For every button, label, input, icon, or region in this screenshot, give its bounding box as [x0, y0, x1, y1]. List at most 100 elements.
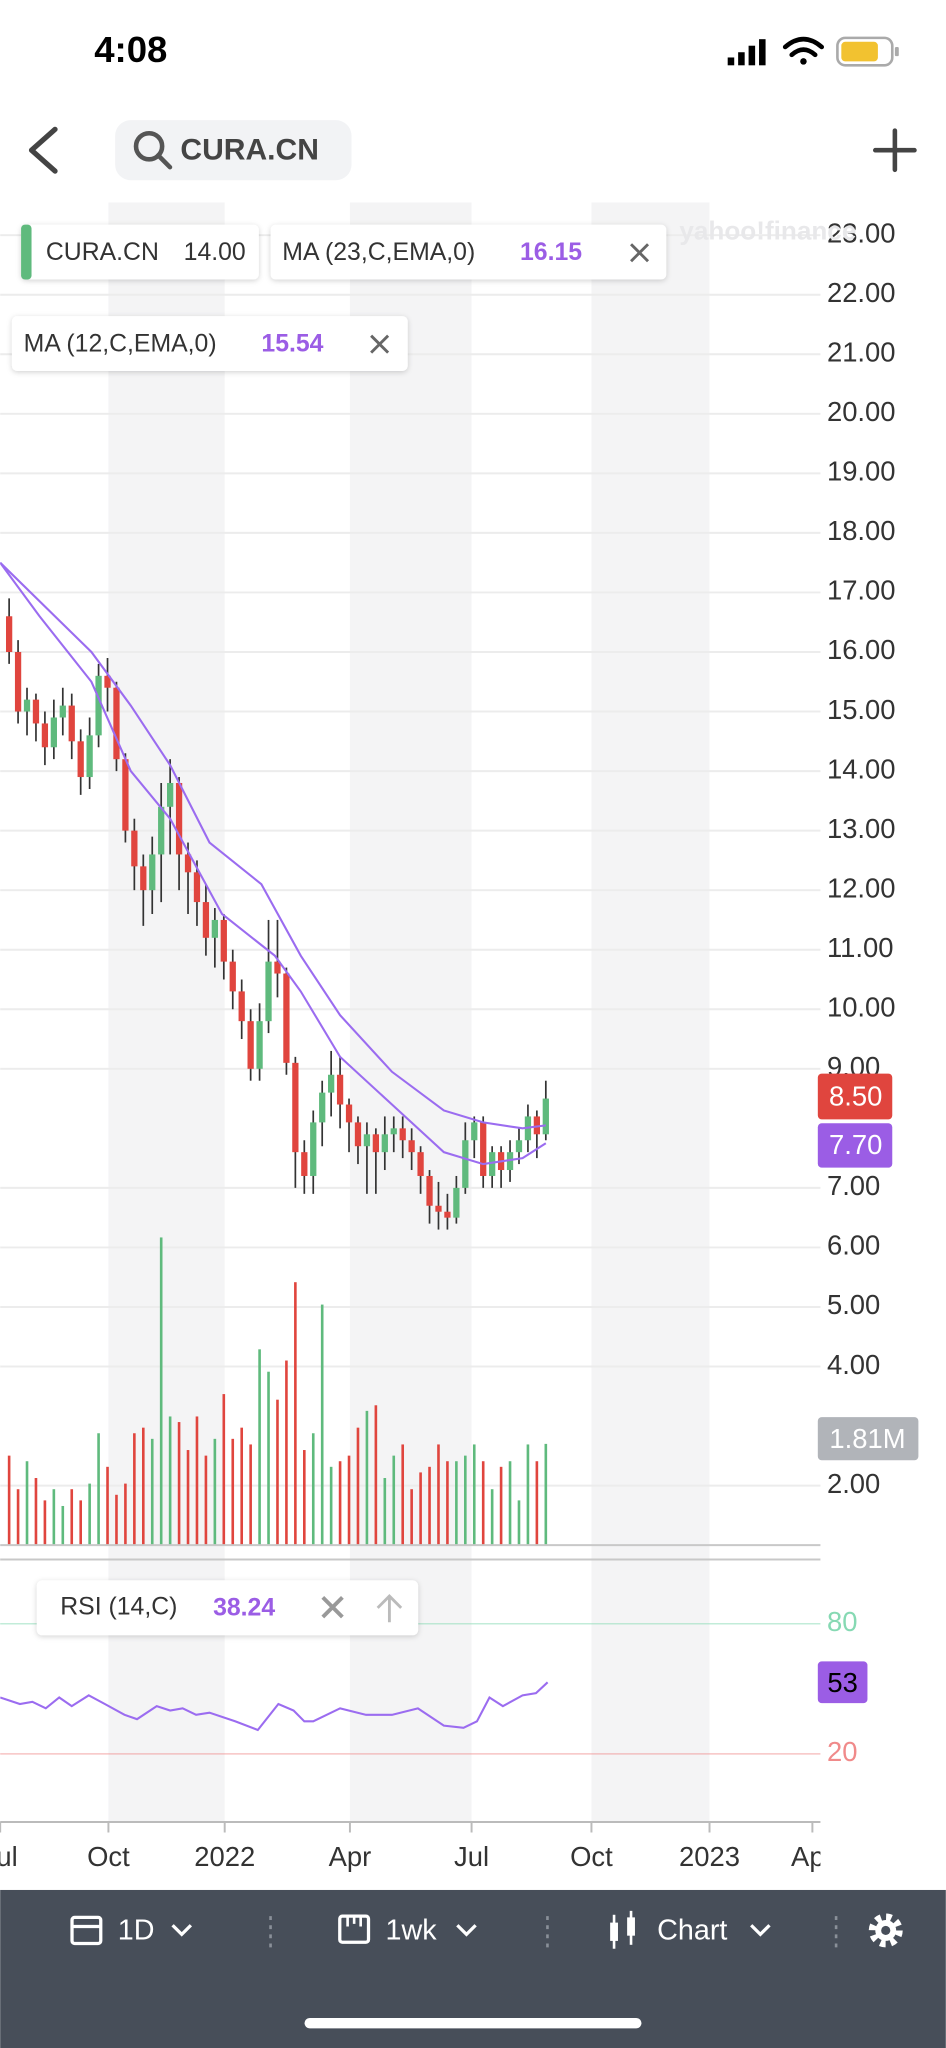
volume-bar: [97, 1433, 100, 1546]
candle-body: [453, 1187, 460, 1218]
home-indicator: [304, 2017, 642, 2029]
axes: Jul Oct 2022 Apr Jul Oct 2023 Apr 2.00 4.00 5.00 6.…: [0, 217, 896, 1872]
volume-bar: [481, 1461, 485, 1546]
price-badge: [817, 1073, 893, 1120]
y-tick-label: 2.00: [827, 1468, 880, 1499]
candle-body: [283, 973, 290, 1063]
status-time: 4:08: [94, 29, 167, 70]
close-button[interactable]: [321, 1596, 344, 1619]
volume-bar: [267, 1371, 270, 1546]
volume-bar: [419, 1472, 422, 1546]
x-tick-label: 2023: [679, 1841, 740, 1872]
volume-bar: [16, 1489, 20, 1546]
volume-bar: [401, 1444, 405, 1546]
y-tick-label: 15.00: [827, 694, 896, 725]
candle-body: [328, 1074, 335, 1093]
volume-bar: [535, 1461, 539, 1546]
volume-bar: [356, 1427, 360, 1546]
search-box[interactable]: [115, 120, 352, 181]
volume-bar: [499, 1466, 503, 1546]
candle-body: [104, 675, 111, 688]
price-badge-text: 8.50: [829, 1081, 882, 1112]
volume-bar: [508, 1461, 512, 1546]
volume-bar: [115, 1494, 118, 1546]
legend-name: CURA.CN: [46, 239, 159, 266]
x-tick-label: Oct: [87, 1841, 130, 1872]
volume-bar: [428, 1466, 431, 1546]
volume-bar: [392, 1455, 396, 1546]
volume-bar: [365, 1410, 369, 1546]
candle-body: [533, 1116, 541, 1135]
wifi-icon: [782, 36, 825, 65]
volume-bar: [446, 1461, 449, 1546]
candle-body: [184, 854, 192, 873]
volume-bar: [276, 1399, 279, 1546]
candle-body: [131, 830, 138, 867]
candle-body: [59, 705, 66, 718]
volume-bar: [186, 1450, 190, 1546]
volume-bar: [124, 1483, 127, 1546]
volume-bar: [43, 1500, 47, 1546]
candle-body: [23, 699, 31, 712]
volume-bar: [25, 1461, 29, 1546]
volume-bar: [150, 1438, 154, 1546]
candle-body: [77, 741, 84, 778]
volume-bar: [133, 1433, 136, 1546]
legend-value: 14.00: [184, 239, 246, 266]
candle-body: [506, 1152, 514, 1171]
candle-body: [310, 1122, 317, 1176]
y-tick-label: 4.00: [827, 1349, 880, 1380]
volume-bar: [294, 1282, 297, 1546]
add-button[interactable]: [872, 128, 917, 173]
interval-button[interactable]: 1D: [70, 1914, 193, 1946]
candle-body: [542, 1098, 549, 1135]
x-tick-label: 2022: [194, 1841, 255, 1872]
x-tick-label: Jul: [454, 1841, 489, 1872]
candle-body: [167, 782, 174, 807]
volume-bar: [79, 1500, 82, 1546]
y-tick-label: 12.00: [827, 872, 896, 903]
volume-bar: [464, 1455, 467, 1546]
move-up-button[interactable]: [376, 1594, 403, 1623]
ma-line: [0, 562, 547, 1166]
candle-body: [238, 991, 245, 1022]
volume-bar: [455, 1461, 458, 1546]
volume-bar: [7, 1455, 11, 1546]
ma-line: [0, 561, 546, 1130]
volume-bar: [204, 1455, 208, 1546]
volume-bar: [168, 1416, 172, 1546]
volume-bar: [106, 1466, 109, 1546]
ma-badge-text: 7.70: [829, 1129, 882, 1160]
candle-body: [301, 1152, 308, 1176]
settings-button[interactable]: [868, 1913, 903, 1948]
volume-bar: [517, 1500, 521, 1546]
candle-body: [444, 1211, 451, 1218]
chart-type-button[interactable]: Chart: [610, 1910, 771, 1949]
volume-bar: [329, 1466, 333, 1546]
volume-bar: [88, 1483, 91, 1546]
volume-bar: [437, 1444, 440, 1546]
candle-body: [41, 723, 49, 748]
signal-icon: [727, 39, 766, 66]
candle-body: [113, 687, 120, 760]
candle-body: [140, 866, 147, 891]
candle-body: [265, 961, 272, 1022]
close-button[interactable]: [370, 334, 390, 354]
x-tick-label: Jul: [0, 1841, 18, 1872]
y-tick-label: 11.00: [827, 932, 894, 963]
rsi-badge: [817, 1661, 868, 1704]
candle-body: [417, 1152, 424, 1176]
back-button[interactable]: [28, 126, 58, 174]
candle-body: [68, 705, 75, 742]
volume-bar: [258, 1349, 261, 1546]
candle-body: [158, 806, 165, 855]
volume-bar: [177, 1422, 181, 1546]
candle-body: [247, 1021, 254, 1069]
candle-body: [86, 735, 93, 778]
period-button[interactable]: 1wk: [338, 1914, 477, 1946]
close-button[interactable]: [630, 243, 650, 263]
interval-label: 1D: [118, 1914, 155, 1946]
rsi-tick-label: 20: [827, 1736, 857, 1767]
y-tick-label: 14.00: [827, 753, 896, 784]
